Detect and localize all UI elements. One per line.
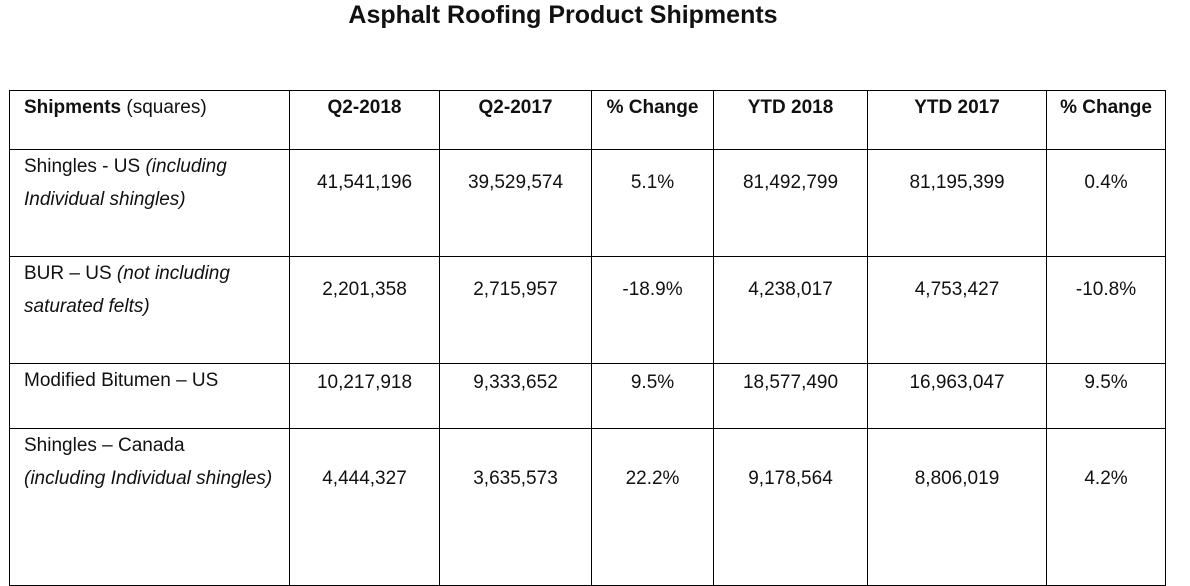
cell: 0.4% xyxy=(1046,149,1166,257)
cell: 4,444,327 xyxy=(289,428,440,586)
cell: 10,217,918 xyxy=(289,363,440,429)
cell: 9.5% xyxy=(1046,363,1166,429)
row-label-text: Modified Bitumen – US xyxy=(24,370,219,391)
header-q2-2017: Q2-2017 xyxy=(439,90,592,150)
header-shipments-bold: Shipments xyxy=(24,97,122,118)
cell: 81,492,799 xyxy=(713,149,868,257)
row-label-note: (including Individual shingles) xyxy=(24,468,273,489)
table-row: Shingles – Canada (including Individual s… xyxy=(9,428,1166,586)
header-q2-2018: Q2-2018 xyxy=(289,90,440,150)
row-label: Modified Bitumen – US xyxy=(9,363,290,429)
cell: 41,541,196 xyxy=(289,149,440,257)
header-q2-change: % Change xyxy=(591,90,714,150)
cell: 5.1% xyxy=(591,149,714,257)
cell: 8,806,019 xyxy=(867,428,1047,586)
cell: 3,635,573 xyxy=(439,428,592,586)
header-row: Shipments (squares) Q2-2018 Q2-2017 % Ch… xyxy=(9,90,1166,150)
row-label: BUR – US (not including saturated felts) xyxy=(9,256,290,364)
shipments-table: Shipments (squares) Q2-2018 Q2-2017 % Ch… xyxy=(9,90,1166,586)
cell: 22.2% xyxy=(591,428,714,586)
cell: 18,577,490 xyxy=(713,363,868,429)
cell: 9,333,652 xyxy=(439,363,592,429)
row-label-note: (not including saturated felts) xyxy=(24,263,230,317)
table-row: BUR – US (not including saturated felts)… xyxy=(9,256,1166,364)
row-label-text: Shingles – Canada xyxy=(24,435,185,456)
header-ytd-2018: YTD 2018 xyxy=(713,90,868,150)
cell: 39,529,574 xyxy=(439,149,592,257)
cell: 4.2% xyxy=(1046,428,1166,586)
row-label-text: BUR – US xyxy=(24,263,112,284)
row-label-note: (including Individual shingles) xyxy=(24,156,227,210)
cell: 2,715,957 xyxy=(439,256,592,364)
table-row: Modified Bitumen – US 10,217,918 9,333,6… xyxy=(9,363,1166,429)
header-ytd-change: % Change xyxy=(1046,90,1166,150)
cell: 4,238,017 xyxy=(713,256,868,364)
row-label-text: Shingles - US xyxy=(24,156,141,177)
row-label: Shingles - US (including Individual shin… xyxy=(9,149,290,257)
page-title: Asphalt Roofing Product Shipments xyxy=(348,1,778,29)
header-shipments-unit: (squares) xyxy=(126,97,207,118)
cell: 9,178,564 xyxy=(713,428,868,586)
cell: 4,753,427 xyxy=(867,256,1047,364)
row-label: Shingles – Canada (including Individual s… xyxy=(9,428,290,586)
cell: 16,963,047 xyxy=(867,363,1047,429)
cell: 81,195,399 xyxy=(867,149,1047,257)
table-row: Shingles - US (including Individual shin… xyxy=(9,149,1166,257)
header-ytd-2017: YTD 2017 xyxy=(867,90,1047,150)
cell: -10.8% xyxy=(1046,256,1166,364)
header-shipments: Shipments (squares) xyxy=(9,90,290,150)
cell: 2,201,358 xyxy=(289,256,440,364)
cell: -18.9% xyxy=(591,256,714,364)
cell: 9.5% xyxy=(591,363,714,429)
